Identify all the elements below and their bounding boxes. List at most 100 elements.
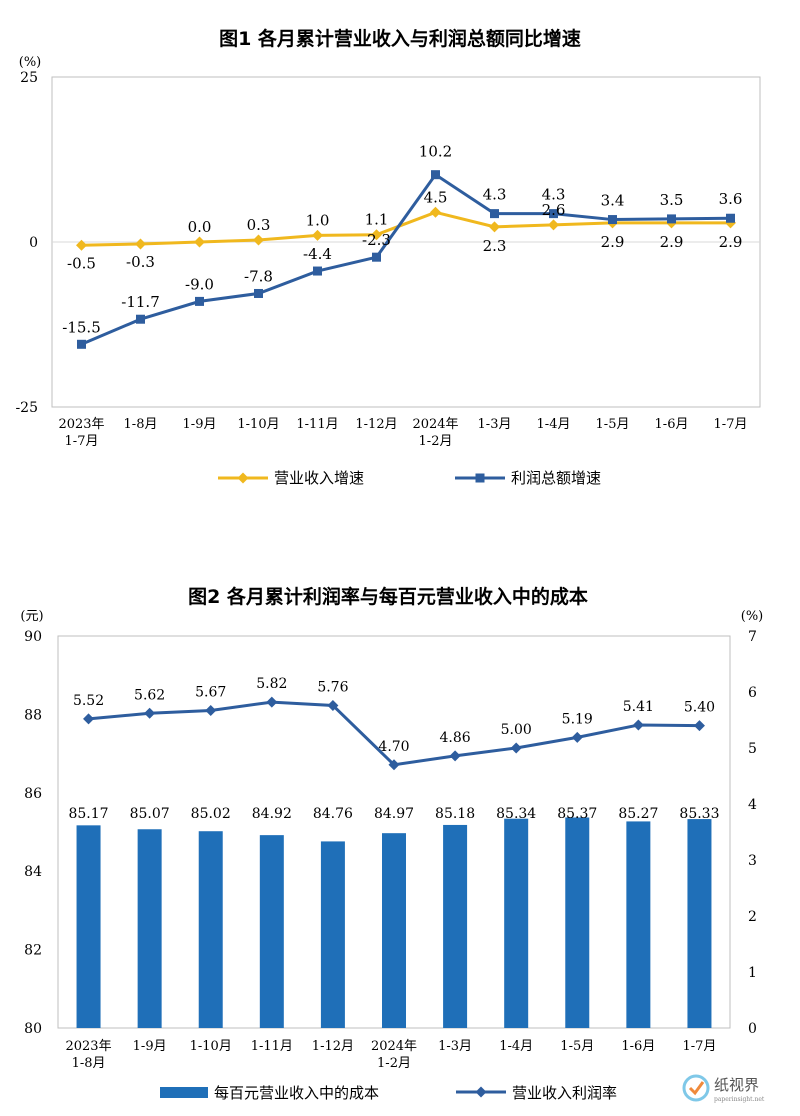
chart1-point-marker	[76, 239, 87, 251]
chart1-xtick-label: 2023年	[58, 417, 104, 432]
chart1-ytick-label: -25	[15, 400, 38, 416]
chart1-point-marker	[667, 214, 676, 224]
chart2-ylabel-right: (%)	[741, 609, 764, 624]
chart1-data-label: -4.4	[303, 245, 332, 263]
chart1-point-marker	[313, 266, 322, 276]
chart1-point-marker	[135, 238, 146, 250]
chart1-point-marker	[430, 206, 441, 218]
chart2-ytick-left-label: 88	[24, 707, 42, 723]
chart1-point-marker	[489, 221, 500, 233]
chart1-data-label: 3.5	[660, 191, 684, 209]
chart1-data-label: -7.8	[244, 267, 273, 285]
chart2-bar	[504, 818, 529, 1028]
chart1-point-marker	[490, 209, 499, 219]
chart2-line-label: 5.41	[623, 699, 654, 715]
chart2-ytick-left-label: 86	[24, 786, 42, 802]
chart1-data-label: 2.9	[719, 233, 743, 251]
chart1-data-label: 4.3	[483, 186, 507, 204]
chart1-xtick-label: 1-9月	[183, 417, 217, 432]
chart1-xtick-label: 1-11月	[296, 417, 338, 432]
chart1-data-label: 2.9	[601, 233, 625, 251]
chart2-point-marker	[327, 699, 339, 711]
chart1-legend-label: 利润总额增速	[511, 469, 601, 487]
chart2-bar	[626, 821, 651, 1028]
watermark-url: paperinsight.net	[714, 1096, 765, 1103]
chart2-line-label: 4.86	[440, 730, 471, 746]
chart2-point-marker	[632, 719, 644, 731]
chart2-ytick-right-label: 3	[748, 853, 757, 869]
chart1-point-marker	[371, 229, 382, 241]
chart2-xtick-label: 1-6月	[621, 1039, 655, 1054]
chart2-line-label: 5.52	[73, 693, 104, 709]
chart2-line-label: 5.19	[562, 711, 593, 727]
chart1-point-marker	[312, 229, 323, 241]
chart1-xtick-label: 1-10月	[237, 417, 279, 432]
chart2-bar-label: 84.76	[313, 806, 353, 822]
chart2-bar	[198, 831, 223, 1028]
chart2-bar	[443, 824, 468, 1028]
chart1-point-marker	[549, 209, 558, 219]
watermark-icon	[682, 1074, 710, 1102]
chart1-point-marker	[136, 314, 145, 324]
chart1-xtick-label: 1-2月	[419, 434, 453, 449]
chart1-title: 图1 各月累计营业收入与利润总额同比增速	[219, 27, 581, 50]
watermark-check-icon	[688, 1081, 705, 1096]
chart2-xtick-label: 1-5月	[560, 1039, 594, 1054]
chart1-data-label: 1.1	[365, 211, 389, 229]
watermark-logo: 纸视界 paperinsight.net	[682, 1074, 765, 1103]
chart2-bar-label: 85.27	[618, 806, 658, 822]
chart2-ytick-left-label: 82	[24, 943, 42, 959]
chart2-legend-marker	[475, 1086, 487, 1098]
chart2-xtick-label: 1-2月	[377, 1056, 411, 1071]
chart1-point-marker	[254, 288, 263, 298]
chart2-xtick-label: 2024年	[371, 1039, 417, 1054]
chart2-legend-label: 每百元营业收入中的成本	[214, 1084, 379, 1102]
chart1-data-label: 0.3	[247, 216, 271, 234]
chart2-bar-label: 85.02	[191, 806, 231, 822]
chart2-ytick-right-label: 0	[748, 1021, 757, 1037]
chart1-ytick-label: 0	[29, 235, 38, 251]
chart2-point-marker	[693, 720, 705, 732]
chart2-legend-label: 营业收入利润率	[512, 1084, 617, 1102]
chart1-xtick-label: 2024年	[412, 417, 458, 432]
chart2-ytick-right-label: 6	[748, 685, 757, 701]
chart1-data-label: 0.0	[188, 218, 212, 236]
chart2-ytick-right-label: 1	[748, 965, 757, 981]
chart1-point-marker	[726, 213, 735, 223]
chart2-xtick-label: 1-10月	[190, 1039, 232, 1054]
chart2-xtick-label: 1-9月	[133, 1039, 167, 1054]
chart2-point-marker	[144, 707, 156, 719]
chart2-line-label: 5.76	[317, 679, 348, 695]
chart1-point-marker	[77, 339, 86, 349]
chart2-line-label: 5.67	[195, 684, 226, 700]
chart1-point-marker	[253, 234, 264, 246]
chart1-xtick-label: 1-12月	[355, 417, 397, 432]
chart2-point-marker	[388, 759, 400, 771]
chart1-data-label: 3.4	[601, 192, 625, 210]
chart2-ytick-left-label: 80	[24, 1021, 42, 1037]
chart2-bar	[320, 841, 345, 1028]
chart1-xtick-label: 1-6月	[655, 417, 689, 432]
chart1-data-label: -11.7	[121, 293, 159, 311]
chart2-line-label: 5.00	[501, 722, 532, 738]
chart2-bar-label: 85.17	[68, 806, 108, 822]
chart1-data-label: -0.5	[67, 254, 96, 272]
chart1-point-marker	[548, 219, 559, 231]
chart2-series-line	[88, 700, 700, 767]
chart1-data-label: 2.6	[542, 201, 566, 219]
chart1-point-marker	[194, 236, 205, 248]
chart2-line-label: 5.40	[684, 700, 715, 716]
chart2-ytick-right-label: 4	[748, 797, 757, 813]
chart2-bar-label: 85.33	[679, 806, 719, 822]
chart1-data-label: -0.3	[126, 253, 155, 271]
chart1-xtick-label: 1-7月	[714, 417, 748, 432]
chart2-ytick-right-label: 5	[748, 741, 757, 757]
chart2-xtick-label: 2023年	[65, 1039, 111, 1054]
chart-profit-rate-cost: 图2 各月累计利润率与每百元营业收入中的成本 (元) (%) 90 88 86 84 8…	[20, 585, 764, 1102]
chart1-xtick-label: 1-5月	[596, 417, 630, 432]
chart2-bar	[76, 825, 101, 1028]
chart2-xtick-label: 1-11月	[251, 1039, 293, 1054]
chart2-bar-label: 85.37	[557, 806, 597, 822]
chart1-data-label: 2.3	[483, 237, 507, 255]
chart2-bar-label: 85.34	[496, 806, 536, 822]
